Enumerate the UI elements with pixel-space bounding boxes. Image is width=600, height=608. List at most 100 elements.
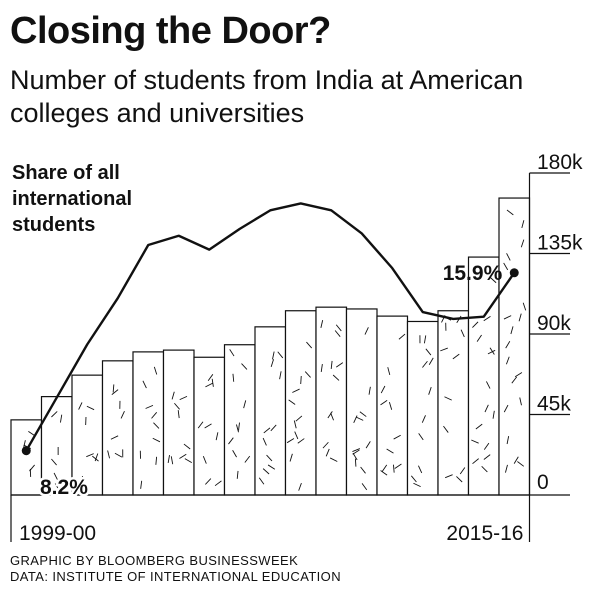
bar-texture-mark: [267, 464, 276, 470]
bar-texture-mark: [179, 395, 188, 401]
bar-2015-16: [498, 197, 531, 496]
bar-texture-mark: [60, 414, 63, 423]
bar-2013-14: [437, 310, 470, 496]
bar-texture-mark: [167, 454, 170, 464]
bar-texture-mark: [355, 416, 364, 421]
bar-texture-mark: [325, 448, 330, 457]
bar-texture-mark: [440, 347, 448, 352]
bar-texture-mark: [205, 382, 213, 388]
bar-texture-mark: [152, 437, 161, 443]
bar-texture-mark: [298, 482, 302, 491]
bar-texture-mark: [241, 363, 248, 370]
bar-texture-mark: [352, 452, 358, 461]
bar-texture-mark: [330, 360, 333, 369]
bar-texture-mark: [300, 375, 302, 385]
bar-texture-mark: [359, 411, 367, 417]
bar-texture-mark: [503, 262, 509, 271]
bar-texture-mark: [86, 453, 94, 458]
bar-texture-mark: [368, 386, 371, 395]
bar-texture-mark: [304, 371, 311, 378]
bar-texture-mark: [92, 455, 99, 462]
bar-texture-mark: [489, 277, 497, 284]
bar-texture-mark: [327, 411, 333, 419]
bar-texture-mark: [332, 374, 340, 381]
bar-texture-mark: [228, 437, 234, 445]
bar-2005-06: [193, 356, 226, 496]
bar-texture-mark: [517, 461, 525, 467]
bar-texture-mark: [329, 457, 338, 462]
bar-texture-mark: [153, 422, 160, 429]
bar-texture-mark: [320, 320, 324, 329]
bar-texture-mark: [51, 411, 58, 418]
bar-texture-mark: [476, 334, 482, 342]
y-tick-label-90k: 90k: [537, 312, 571, 335]
bar-texture-mark: [174, 402, 180, 410]
bar-texture-mark: [177, 410, 180, 419]
bar-texture-mark: [171, 391, 175, 400]
bar-texture-mark: [510, 326, 514, 335]
bar-texture-mark: [29, 464, 35, 472]
bar-texture-mark: [380, 400, 388, 406]
bar-texture-mark: [428, 386, 432, 395]
bar-texture-mark: [236, 470, 239, 479]
bar-texture-mark: [243, 400, 247, 409]
bar-texture-mark: [388, 401, 393, 410]
bar-texture-mark: [393, 464, 395, 473]
bar-texture-mark: [294, 431, 299, 440]
bar-texture-mark: [183, 443, 191, 450]
bar-texture-mark: [483, 454, 491, 460]
bar-texture-mark: [503, 315, 512, 320]
bar-texture-mark: [387, 367, 391, 376]
bar-texture-mark: [110, 435, 119, 440]
bar-2001-02: [71, 374, 104, 496]
bar-texture-mark: [297, 438, 305, 444]
bar-texture-mark: [394, 463, 402, 469]
y-tick-label-0: 0: [537, 471, 549, 494]
bar-texture-mark: [79, 475, 84, 484]
bar-texture-mark: [361, 483, 368, 491]
bar-texture-mark: [236, 424, 239, 433]
bar-texture-mark: [120, 410, 125, 419]
bar-texture-mark: [489, 347, 495, 355]
bar-texture-mark: [197, 421, 204, 429]
bar-texture-mark: [472, 321, 479, 328]
bar-texture-mark: [155, 456, 158, 465]
share-point-first: [21, 446, 31, 456]
bar-texture-mark: [522, 302, 527, 311]
bar-texture-mark: [263, 427, 271, 434]
bar-texture-mark: [472, 458, 479, 465]
bar-texture-mark: [425, 348, 432, 356]
bar-texture-mark: [140, 480, 143, 489]
bar-texture-mark: [353, 415, 358, 423]
line-series-group: 8.2% 15.9%: [21, 202, 519, 502]
bar-2009-10: [315, 306, 348, 496]
bar-texture-mark: [393, 434, 401, 440]
bar-2014-15: [467, 256, 500, 496]
bar-texture-mark: [270, 424, 277, 432]
bar-texture-mark: [293, 420, 297, 429]
x-label-last: 2015-16: [446, 522, 523, 545]
x-label-first: 1999-00: [19, 522, 96, 545]
bar-texture-mark: [53, 472, 59, 481]
bar-2011-12: [376, 315, 409, 496]
axis-group: 0 45k 90k 135k 180k 1999-00 2015-16: [10, 151, 583, 545]
bar-texture-mark: [386, 448, 394, 454]
bar-texture-mark: [258, 477, 265, 485]
bar-texture-mark: [335, 324, 342, 332]
bars-group: [10, 197, 531, 496]
bar-texture-mark: [481, 465, 488, 473]
bar-2004-05: [162, 349, 195, 496]
bar-texture-mark: [23, 440, 26, 449]
bar-texture-mark: [215, 432, 219, 441]
bar-texture-mark: [286, 438, 295, 444]
bar-texture-mark: [518, 313, 522, 322]
bar-texture-mark: [511, 376, 518, 384]
bar-texture-mark: [503, 404, 509, 413]
bar-texture-mark: [54, 483, 60, 491]
bar-texture-mark: [459, 467, 466, 475]
bar-texture-mark: [452, 353, 460, 360]
bar-texture-mark: [112, 384, 115, 393]
bar-texture-mark: [410, 475, 417, 483]
bar-texture-mark: [443, 425, 449, 433]
bar-2010-11: [345, 308, 378, 496]
